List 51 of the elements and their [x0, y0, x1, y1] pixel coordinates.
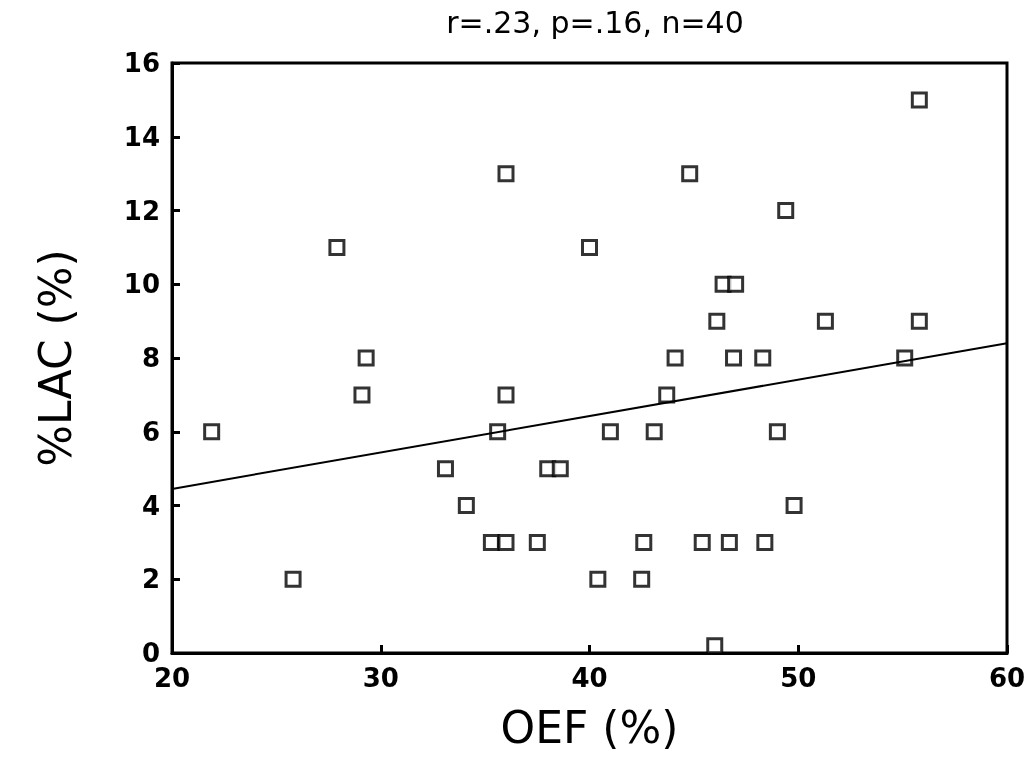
point	[658, 386, 676, 404]
chart-title: r=.23, p=.16, n=40	[446, 4, 744, 40]
point	[357, 349, 375, 367]
point	[497, 386, 515, 404]
point	[635, 533, 653, 551]
point	[482, 533, 500, 551]
x-tick-label: 50	[780, 663, 817, 693]
point	[436, 460, 454, 478]
point	[768, 423, 786, 441]
point	[497, 165, 515, 183]
point	[497, 533, 515, 551]
x-axis-title: OEF (%)	[500, 701, 679, 753]
point	[706, 637, 724, 655]
point	[353, 386, 371, 404]
point	[589, 570, 607, 588]
point	[645, 423, 663, 441]
point	[581, 238, 598, 256]
point	[203, 423, 221, 441]
point	[727, 275, 745, 293]
point	[785, 497, 803, 514]
point	[754, 349, 772, 367]
point	[910, 312, 928, 330]
point	[528, 533, 546, 551]
point	[601, 423, 619, 441]
point	[457, 497, 475, 514]
point	[816, 312, 834, 330]
y-tick-label: 6	[141, 416, 160, 447]
x-tick-label: 40	[571, 663, 608, 693]
x-tick-label: 60	[988, 663, 1026, 693]
point	[720, 533, 738, 551]
y-tick-label: 12	[123, 195, 160, 226]
y-tick-label: 2	[141, 564, 160, 595]
y-tick-label: 16	[123, 48, 160, 78]
y-tick-label: 4	[141, 490, 160, 521]
point	[328, 238, 346, 256]
y-tick-label: 8	[141, 343, 160, 373]
point	[633, 570, 651, 588]
point	[666, 349, 684, 367]
point	[551, 460, 569, 478]
point	[910, 91, 928, 109]
point	[708, 312, 726, 330]
point	[756, 533, 774, 551]
point	[725, 349, 743, 367]
point	[681, 165, 699, 183]
y-tick-label: 14	[123, 121, 160, 152]
point	[693, 533, 711, 551]
y-axis-title: %LAC (%)	[29, 249, 81, 467]
point	[777, 202, 795, 219]
x-tick-label: 30	[362, 663, 399, 693]
point	[284, 570, 302, 588]
y-tick-label: 10	[123, 269, 160, 300]
